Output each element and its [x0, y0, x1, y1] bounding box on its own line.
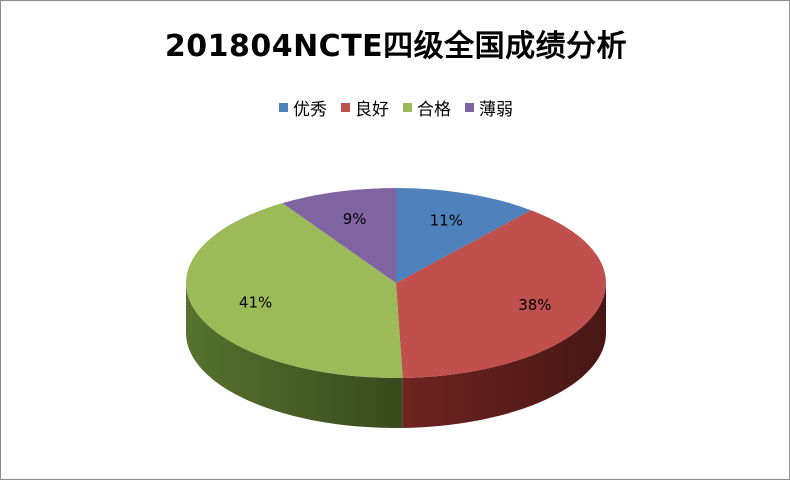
legend-label-good: 良好: [355, 100, 389, 120]
legend-swatch-weak: [465, 103, 474, 112]
data-label-good: 38%: [518, 296, 551, 314]
data-label-pass: 41%: [239, 294, 272, 312]
legend-label-weak: 薄弱: [479, 100, 513, 120]
legend-item-pass: 合格: [403, 95, 451, 120]
pie-slice-weak: [282, 188, 396, 283]
legend-label-pass: 合格: [417, 100, 451, 120]
legend-swatch-good: [341, 103, 350, 112]
pie-side-shade-good: [402, 283, 606, 428]
legend-swatch-pass: [403, 103, 412, 112]
chart-title: 201804NCTE四级全国成绩分析: [164, 29, 628, 64]
legend-label-excellent: 优秀: [293, 100, 327, 120]
pie-slice-pass: [185, 203, 403, 379]
pie-side-shade-pass: [186, 283, 403, 429]
data-label-excellent: 11%: [430, 212, 463, 230]
legend-item-weak: 薄弱: [465, 95, 513, 120]
legend-item-excellent: 优秀: [279, 95, 327, 120]
chart-legend: 优秀 良好 合格 薄弱: [1, 95, 790, 120]
pie-slice-good: [396, 210, 606, 378]
legend-item-good: 良好: [341, 95, 389, 120]
legend-swatch-excellent: [279, 103, 288, 112]
pie-slice-excellent: [396, 188, 531, 283]
data-label-weak: 9%: [343, 210, 367, 228]
